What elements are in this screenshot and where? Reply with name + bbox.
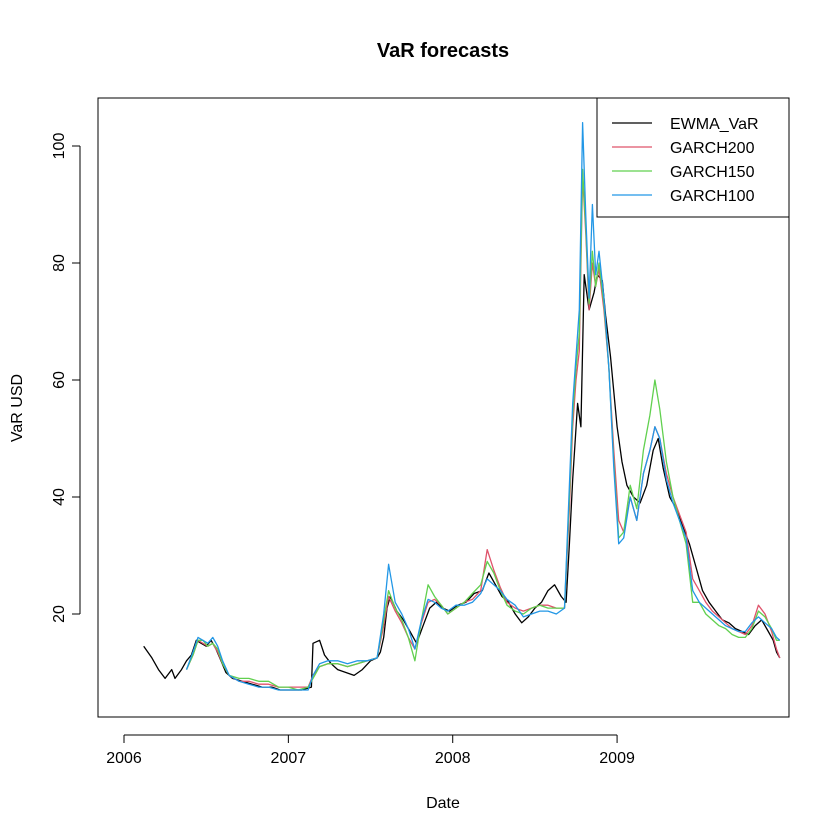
- x-tick-label-2007: 2007: [271, 750, 307, 767]
- legend-label-garch150: GARCH150: [670, 164, 755, 181]
- series-layer: [143, 121, 781, 691]
- x-tick-label-2008: 2008: [435, 750, 471, 767]
- series-line-garch100: [185, 121, 781, 691]
- legend-label-garch100: GARCH100: [670, 188, 755, 205]
- series-line-garch150: [185, 168, 780, 691]
- y-tick-label-40: 40: [51, 488, 68, 506]
- x-tick-label-2009: 2009: [599, 750, 635, 767]
- y-axis-label: VaR USD: [9, 374, 26, 442]
- legend: EWMA_VaR GARCH200 GARCH150 GARCH100: [596, 97, 790, 218]
- series-line-ewma_var: [143, 274, 781, 691]
- chart-title: VaR forecasts: [377, 40, 509, 62]
- x-axis-label: Date: [426, 795, 460, 812]
- legend-label-ewma_var: EWMA_VaR: [670, 116, 759, 133]
- legend-label-garch200: GARCH200: [670, 140, 755, 157]
- y-tick-label-100: 100: [51, 133, 68, 160]
- y-tick-label-60: 60: [51, 371, 68, 389]
- y-tick-label-80: 80: [51, 254, 68, 272]
- series-line-garch200: [185, 174, 781, 688]
- legend-box: [596, 97, 790, 218]
- y-tick-label-20: 20: [51, 605, 68, 623]
- plot-frame: [97, 97, 790, 718]
- x-tick-label-2006: 2006: [106, 750, 142, 767]
- ticks-layer: 2006 2007 2008 2009 20 40 60 80 100: [51, 133, 635, 767]
